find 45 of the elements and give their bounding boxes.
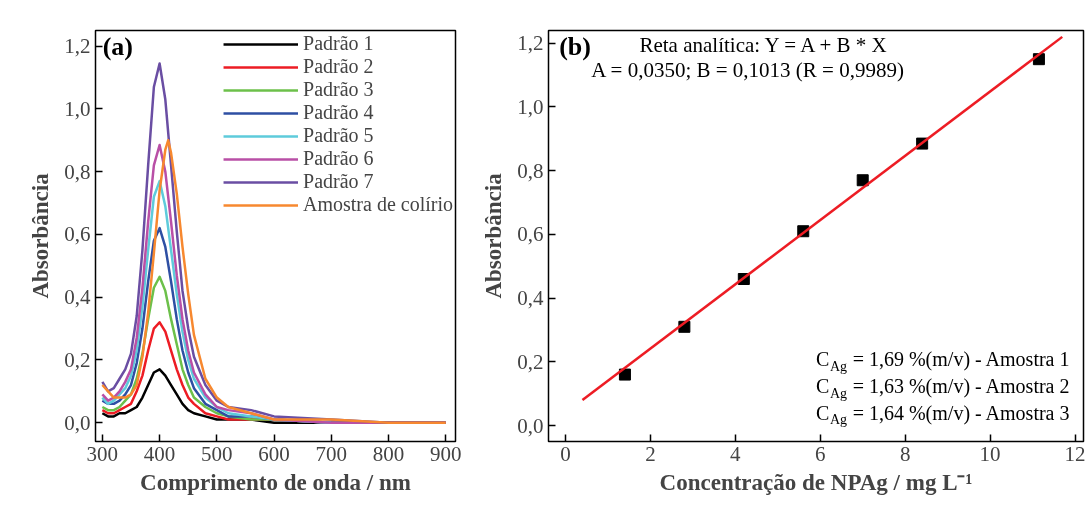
x-tick-label: 800 <box>372 441 405 466</box>
x-tick-label: 300 <box>86 441 119 466</box>
x-tick-label: 400 <box>143 441 176 466</box>
y-tick-label: 0,4 <box>517 286 544 311</box>
y-tick-label: 0,2 <box>64 347 91 372</box>
y-tick-label: 0,4 <box>64 285 91 310</box>
y-tick-label: 1,0 <box>64 96 91 121</box>
legend-label: Padrão 7 <box>303 170 374 193</box>
legend-label: Padrão 3 <box>303 78 374 101</box>
annotation: (b) <box>559 32 591 62</box>
legend-label: Padrão 5 <box>303 124 374 147</box>
y-axis-title: Absorbância <box>28 172 54 299</box>
y-tick-label: 0,8 <box>517 158 544 183</box>
x-tick-label: 2 <box>645 441 656 466</box>
x-tick-label: 500 <box>201 441 233 466</box>
x-axis-title: Comprimento de onda / nm <box>140 469 411 495</box>
y-axis-title: Absorbância <box>481 172 507 299</box>
x-axis-title: Concentração de NPAg / mg L⁻¹ <box>659 469 973 495</box>
y-tick-label: 0,0 <box>517 413 544 438</box>
x-tick-label: 0 <box>560 441 571 466</box>
annotation: (a) <box>102 32 134 62</box>
legend-label: Padrão 6 <box>303 147 374 170</box>
y-tick-label: 0,8 <box>64 159 91 184</box>
annotation: A = 0,0350; B = 0,1013 (R = 0,9989) <box>591 57 904 82</box>
x-tick-label: 700 <box>315 441 348 466</box>
y-tick-label: 1,2 <box>64 34 91 59</box>
x-tick-label: 12 <box>1064 441 1086 466</box>
y-tick-label: 0,2 <box>517 349 544 374</box>
x-tick-label: 10 <box>979 441 1001 466</box>
y-tick-label: 1,0 <box>517 94 544 119</box>
x-tick-label: 4 <box>730 441 742 466</box>
x-tick-label: 900 <box>430 441 462 466</box>
legend-label: Padrão 2 <box>303 55 374 78</box>
y-tick-label: 0,6 <box>517 222 544 247</box>
legend-label: Padrão 1 <box>303 32 374 55</box>
annotation: Reta analítica: Y = A + B * X <box>639 32 887 57</box>
y-tick-label: 0,6 <box>64 222 91 247</box>
x-tick-label: 6 <box>815 441 826 466</box>
legend-label: Padrão 4 <box>303 101 374 124</box>
legend-label: Amostra de colírio <box>303 193 453 216</box>
y-tick-label: 0,0 <box>64 410 91 435</box>
point <box>856 174 869 187</box>
x-tick-label: 8 <box>899 441 911 466</box>
x-tick-label: 600 <box>258 441 290 466</box>
y-tick-label: 1,2 <box>517 31 544 56</box>
